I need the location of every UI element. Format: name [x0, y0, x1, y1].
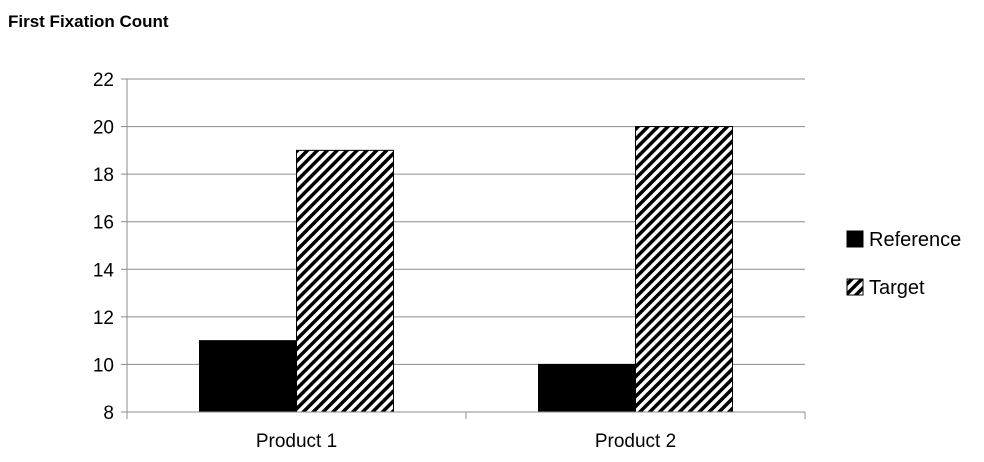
y-tick-label: 8 — [103, 403, 114, 424]
bar-target-product-1 — [296, 149, 394, 413]
y-tick-label: 16 — [93, 213, 114, 234]
x-axis-ticks: Product 1 Product 2 — [126, 412, 806, 452]
y-tick-label: 14 — [93, 260, 115, 281]
bars — [199, 126, 733, 413]
bar-reference-product-2 — [538, 363, 636, 413]
y-tick-label: 22 — [93, 70, 114, 91]
bar-target-product-2 — [635, 126, 733, 413]
legend-swatch-reference — [846, 230, 864, 248]
legend-label-target: Target — [869, 277, 925, 299]
x-tick-label: Product 1 — [256, 431, 337, 452]
x-tick-label: Product 2 — [595, 431, 676, 452]
legend-label-reference: Reference — [869, 229, 961, 251]
y-tick-label: 18 — [93, 165, 114, 186]
chart-title: First Fixation Count — [8, 12, 169, 31]
y-tick-label: 12 — [93, 308, 114, 329]
legend: Reference Target — [846, 229, 961, 299]
y-tick-label: 10 — [93, 355, 114, 376]
legend-swatch-target — [846, 278, 864, 296]
y-axis-ticks: 8 10 12 14 16 18 20 22 — [93, 70, 127, 424]
bar-reference-product-1 — [199, 340, 297, 413]
y-tick-label: 20 — [93, 118, 114, 139]
